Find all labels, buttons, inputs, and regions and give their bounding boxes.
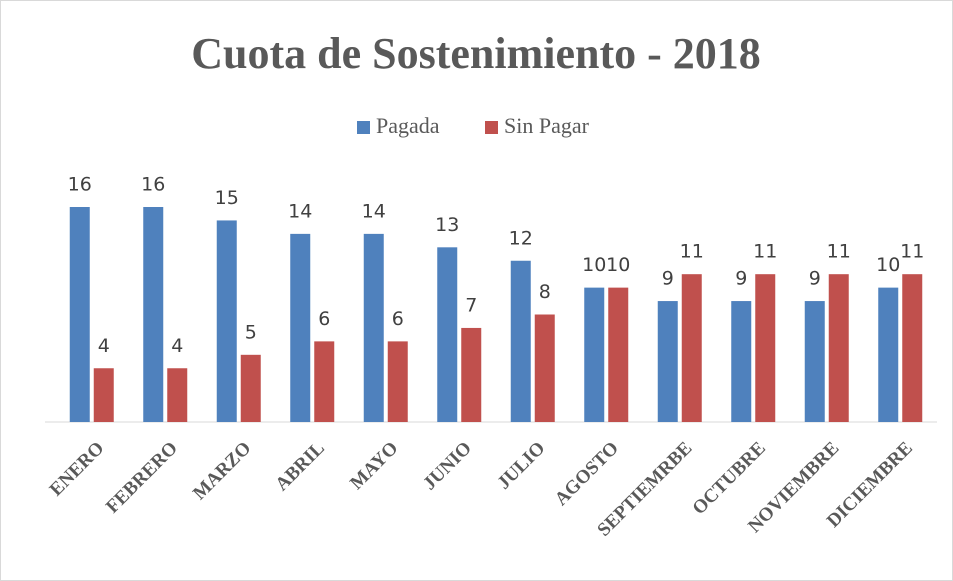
bar <box>534 314 555 422</box>
data-label: 6 <box>318 308 330 330</box>
data-label: 10 <box>876 254 900 276</box>
bar <box>608 287 629 422</box>
data-label: 12 <box>509 227 533 249</box>
bar <box>731 301 752 422</box>
bar <box>93 368 114 422</box>
data-label: 8 <box>539 281 551 303</box>
bar <box>755 274 776 422</box>
data-label: 9 <box>735 268 747 290</box>
data-label: 5 <box>245 321 257 343</box>
data-label: 9 <box>809 268 821 290</box>
chart-title: Cuota de Sostenimiento - 2018 <box>191 29 761 78</box>
data-label: 16 <box>141 174 165 196</box>
bar <box>461 327 482 422</box>
bar <box>167 368 188 422</box>
legend-label: Sin Pagar <box>504 113 590 138</box>
data-label: 13 <box>435 214 459 236</box>
bar <box>314 341 335 422</box>
data-label: 10 <box>582 254 606 276</box>
bar <box>878 287 899 422</box>
bar <box>681 274 702 422</box>
bar <box>804 301 825 422</box>
data-label: 9 <box>662 268 674 290</box>
legend-swatch <box>485 121 498 134</box>
bar <box>510 260 531 422</box>
legend-swatch <box>357 121 370 134</box>
bar <box>902 274 923 422</box>
data-label: 6 <box>392 308 404 330</box>
legend-label: Pagada <box>376 113 440 138</box>
data-label: 15 <box>215 187 239 209</box>
bar <box>240 354 261 422</box>
bar <box>584 287 605 422</box>
bar <box>290 233 311 422</box>
data-label: 10 <box>606 254 630 276</box>
data-label: 14 <box>288 200 312 222</box>
data-label: 11 <box>827 241 851 263</box>
data-label: 16 <box>68 174 92 196</box>
data-label: 11 <box>753 241 777 263</box>
bar <box>216 220 237 422</box>
data-label: 7 <box>465 294 477 316</box>
bar <box>143 207 164 422</box>
bar <box>363 233 384 422</box>
bar <box>657 301 678 422</box>
data-label: 4 <box>98 335 110 357</box>
bar <box>69 207 90 422</box>
data-label: 4 <box>171 335 183 357</box>
data-label: 11 <box>900 241 924 263</box>
data-label: 14 <box>362 200 386 222</box>
bar <box>437 247 458 422</box>
data-label: 11 <box>680 241 704 263</box>
bar <box>828 274 849 422</box>
bar <box>387 341 408 422</box>
